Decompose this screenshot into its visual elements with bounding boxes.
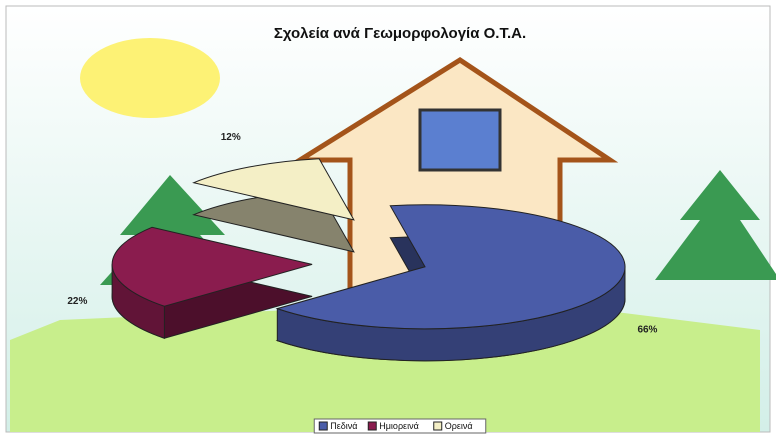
legend-label: Ημιορεινά xyxy=(379,421,419,431)
legend: Πεδινά Ημιορεινά Ορεινά xyxy=(313,418,487,434)
data-label: 22% xyxy=(67,296,87,307)
chart-title: Σχολεία ανά Γεωμορφολογία Ο.Τ.Α. xyxy=(274,25,526,42)
pie-slice xyxy=(275,204,626,330)
pie-slice xyxy=(111,226,313,307)
legend-label: Ορεινά xyxy=(445,421,473,431)
legend-box xyxy=(313,418,487,434)
data-label: 12% xyxy=(221,132,241,143)
legend-swatch xyxy=(367,421,377,431)
pie: 66% 22% 12% xyxy=(67,132,658,362)
legend-label: Πεδινά xyxy=(330,421,357,431)
tree xyxy=(655,170,776,280)
pie-slice xyxy=(192,158,355,221)
legend-swatch xyxy=(433,421,443,431)
sun xyxy=(80,38,220,118)
legend-swatch xyxy=(318,421,328,431)
data-label: 66% xyxy=(637,325,657,336)
window xyxy=(418,108,502,172)
